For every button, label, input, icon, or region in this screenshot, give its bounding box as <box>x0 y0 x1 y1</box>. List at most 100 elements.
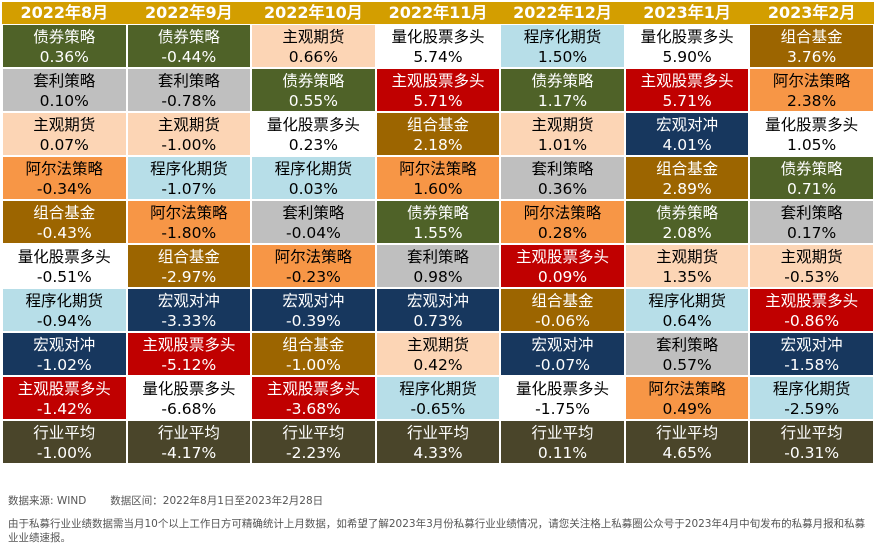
strategy-name: 量化股票多头 <box>17 248 111 266</box>
table-cell: 宏观对冲 -1.02% <box>3 333 126 375</box>
return-value: -0.51% <box>36 268 92 286</box>
return-value: 0.03% <box>288 180 339 198</box>
return-value: 0.17% <box>787 224 837 242</box>
return-value: 3.76% <box>787 48 837 66</box>
return-value: -1.00% <box>285 356 341 374</box>
table-cell: 主观期货 0.42% <box>376 333 500 375</box>
table-cell: 主观期货 1.01% <box>501 113 624 155</box>
return-value: -1.02% <box>36 356 92 374</box>
table-cell: 阿尔法策略 -0.34% <box>3 157 126 199</box>
strategy-name: 套利策略 <box>33 72 96 90</box>
strategy-name: 程序化期货 <box>399 380 477 398</box>
strategy-name: 程序化期货 <box>274 160 353 178</box>
return-value: 0.11% <box>537 444 588 462</box>
strategy-name: 组合基金 <box>282 336 345 354</box>
return-value: 0.09% <box>537 268 588 286</box>
strategy-name: 主观期货 <box>656 248 719 266</box>
strategy-name: 主观股票多头 <box>640 72 734 90</box>
table-cell: 宏观对冲 -1.58% <box>750 333 873 375</box>
table-cell: 组合基金 -1.00% <box>252 333 375 375</box>
table-row: 债券策略 0.36% 债券策略 -0.44% 主观期货 0.66% 量化股票多头 5.74% 程… <box>2 24 874 68</box>
strategy-name: 债券策略 <box>656 204 719 222</box>
strategy-name: 组合基金 <box>531 292 594 310</box>
table-cell: 套利策略 -0.04% <box>252 201 375 243</box>
table-cell: 套利策略 0.10% <box>3 69 126 111</box>
table-cell: 主观股票多头 5.71% <box>376 69 500 111</box>
strategy-name: 程序化期货 <box>150 160 228 178</box>
table-cell: 主观期货 -1.00% <box>127 113 251 155</box>
strategy-name: 主观期货 <box>780 248 843 266</box>
return-value: 0.66% <box>288 48 339 66</box>
table-cell: 组合基金 2.18% <box>376 113 500 155</box>
return-value: 0.10% <box>39 92 89 110</box>
table-cell: 行业平均 -4.17% <box>127 421 251 463</box>
table-cell: 宏观对冲 4.01% <box>625 113 749 155</box>
table-cell: 债券策略 0.71% <box>750 157 873 199</box>
table-cell: 债券策略 1.17% <box>501 69 624 111</box>
table-cell: 程序化期货 -2.59% <box>750 377 873 419</box>
return-value: 0.73% <box>413 312 463 330</box>
return-value: -0.86% <box>784 312 840 330</box>
return-value: -1.58% <box>784 356 840 374</box>
return-value: -0.34% <box>36 180 92 198</box>
return-value: 2.38% <box>787 92 837 110</box>
return-value: -1.00% <box>36 444 92 462</box>
return-value: 1.17% <box>537 92 588 110</box>
strategy-name: 量化股票多头 <box>765 116 859 134</box>
strategy-name: 量化股票多头 <box>640 28 734 46</box>
table-cell: 主观期货 0.66% <box>252 25 375 67</box>
return-value: -0.39% <box>285 312 341 330</box>
return-value: 2.18% <box>413 136 463 154</box>
table-row: 阿尔法策略 -0.34% 程序化期货 -1.07% 程序化期货 0.03% 阿尔法策略 1.6… <box>2 156 874 200</box>
table-cell: 宏观对冲 -0.39% <box>252 289 375 331</box>
table-cell: 量化股票多头 -6.68% <box>127 377 251 419</box>
strategy-name: 债券策略 <box>33 28 96 46</box>
return-value: 1.55% <box>413 224 463 242</box>
table-row: 主观期货 0.07% 主观期货 -1.00% 量化股票多头 0.23% 组合基金 2.18% 主… <box>2 112 874 156</box>
return-value: 1.05% <box>787 136 837 154</box>
strategy-performance-table: 2022年8月 2022年9月 2022年10月 2022年11月 2022年12月 20… <box>2 2 874 464</box>
table-row: 程序化期货 -0.94% 宏观对冲 -3.33% 宏观对冲 -0.39% 宏观对冲 0.73%… <box>2 288 874 332</box>
table-cell: 债券策略 2.08% <box>625 201 749 243</box>
table-cell: 量化股票多头 1.05% <box>750 113 873 155</box>
strategy-name: 宏观对冲 <box>780 336 843 354</box>
column-header: 2023年1月 <box>643 3 731 22</box>
source-line: 数据来源: WIND 数据区间：2022年8月1日至2023年2月28日 <box>8 494 870 508</box>
table-cell: 阿尔法策略 -1.80% <box>127 201 251 243</box>
table-cell: 套利策略 0.36% <box>501 157 624 199</box>
table-cell: 阿尔法策略 -0.23% <box>252 245 375 287</box>
return-value: -0.31% <box>784 444 840 462</box>
strategy-name: 量化股票多头 <box>142 380 236 398</box>
strategy-name: 主观股票多头 <box>516 248 610 266</box>
return-value: -1.42% <box>36 400 92 418</box>
return-value: 0.28% <box>537 224 588 242</box>
strategy-name: 阿尔法策略 <box>25 160 104 178</box>
strategy-name: 量化股票多头 <box>516 380 610 398</box>
strategy-name: 债券策略 <box>157 28 220 46</box>
return-value: 0.55% <box>288 92 339 110</box>
table-cell: 量化股票多头 5.74% <box>376 25 500 67</box>
column-header: 2022年11月 <box>388 3 488 22</box>
strategy-name: 主观期货 <box>406 336 469 354</box>
strategy-name: 宏观对冲 <box>157 292 220 310</box>
strategy-name: 债券策略 <box>531 72 594 90</box>
return-value: -0.04% <box>285 224 341 242</box>
return-value: -3.33% <box>161 312 217 330</box>
return-value: -0.07% <box>535 356 590 374</box>
return-value: 1.60% <box>413 180 463 198</box>
strategy-name: 组合基金 <box>33 204 96 222</box>
strategy-name: 行业平均 <box>406 424 469 442</box>
return-value: -0.78% <box>161 92 217 110</box>
return-value: -0.43% <box>36 224 92 242</box>
table-cell: 主观股票多头 -0.86% <box>750 289 873 331</box>
table-body: 债券策略 0.36% 债券策略 -0.44% 主观期货 0.66% 量化股票多头 5.74% 程… <box>2 24 874 464</box>
footnotes: 数据来源: WIND 数据区间：2022年8月1日至2023年2月28日 由于私募… <box>8 494 870 545</box>
strategy-name: 行业平均 <box>157 424 220 442</box>
return-value: 0.07% <box>39 136 89 154</box>
strategy-name: 宏观对冲 <box>282 292 345 310</box>
return-value: -0.06% <box>535 312 590 330</box>
column-header: 2022年10月 <box>264 3 363 22</box>
table-cell: 程序化期货 0.64% <box>625 289 749 331</box>
table-cell: 程序化期货 -0.94% <box>3 289 126 331</box>
table-cell: 主观股票多头 0.09% <box>501 245 624 287</box>
